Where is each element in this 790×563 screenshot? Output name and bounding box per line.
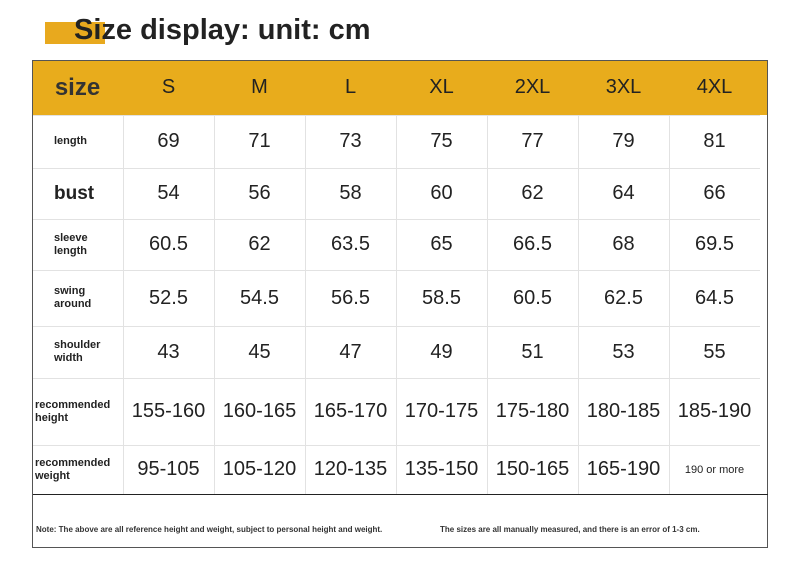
size-value: 66.5 (513, 233, 552, 255)
note-right: The sizes are all manually measured, and… (440, 525, 700, 534)
size-value: 62 (521, 182, 544, 204)
size-value: 170-175 (404, 400, 479, 422)
size-value: 49 (430, 340, 453, 363)
size-value: 175-180 (495, 400, 570, 422)
column-header: S (161, 76, 176, 98)
size-value: 62 (248, 233, 271, 255)
size-value: 63.5 (331, 233, 370, 255)
size-value: 135-150 (404, 458, 479, 480)
column-header: 2XL (514, 76, 551, 98)
size-value: 79 (612, 130, 635, 152)
column-divider (669, 115, 670, 494)
column-divider (396, 115, 397, 494)
header-background (33, 61, 767, 115)
note-left: Note: The above are all reference height… (36, 525, 383, 534)
size-value: 62.5 (604, 286, 643, 309)
size-value: 60.5 (513, 286, 552, 309)
size-value: 120-135 (313, 458, 388, 480)
column-divider (487, 115, 488, 494)
size-value: 43 (157, 340, 180, 363)
size-value: 47 (339, 340, 362, 363)
size-value: 95-105 (137, 458, 200, 480)
size-value: 56 (248, 182, 271, 204)
size-value: 75 (430, 130, 453, 152)
row-label: bust (54, 183, 95, 204)
size-value: 165-170 (313, 400, 388, 422)
size-value: 56.5 (331, 286, 370, 309)
row-label: sleeve length (54, 231, 88, 257)
column-divider (123, 115, 124, 494)
size-value: 185-190 (677, 400, 752, 422)
size-value: 60 (430, 182, 453, 204)
size-value: 160-165 (222, 400, 297, 422)
row-label: recommended weight (35, 456, 111, 482)
table-frame (32, 60, 768, 548)
column-divider (214, 115, 215, 494)
row-label: length (54, 135, 87, 147)
size-value: 54.5 (240, 286, 279, 309)
size-value: 69 (157, 130, 180, 152)
size-value: 105-120 (222, 458, 297, 480)
size-value: 54 (157, 182, 180, 204)
size-value: 81 (703, 130, 726, 152)
size-value: 65 (430, 233, 453, 255)
size-value: 68 (612, 233, 635, 255)
column-divider (578, 115, 579, 494)
title: Size display: unit: cm (74, 14, 371, 46)
column-divider (305, 115, 306, 494)
size-value: 155-160 (131, 400, 206, 422)
row-label: swing around (54, 285, 92, 310)
size-value: 60.5 (149, 233, 188, 255)
divider (33, 494, 768, 495)
title-accent (45, 22, 105, 44)
size-value: 52.5 (149, 286, 188, 309)
size-value: 190 or more (684, 463, 745, 476)
column-header: size (54, 73, 101, 101)
size-value: 58.5 (422, 286, 461, 309)
size-value: 58 (339, 182, 362, 204)
size-value: 180-185 (586, 400, 661, 422)
size-value: 55 (703, 340, 726, 363)
column-header: 3XL (605, 76, 642, 98)
column-header: L (344, 76, 357, 98)
size-value: 71 (248, 130, 271, 152)
size-value: 69.5 (695, 233, 734, 255)
row-label: shoulder width (54, 339, 101, 364)
size-value: 165-190 (586, 458, 661, 480)
size-value: 77 (521, 130, 544, 152)
size-value: 150-165 (495, 458, 570, 480)
row-label: recommended height (35, 398, 111, 424)
size-value: 73 (339, 130, 362, 152)
size-value: 66 (703, 182, 726, 204)
column-header: 4XL (696, 76, 733, 98)
column-header: XL (429, 76, 454, 98)
size-value: 45 (248, 340, 271, 363)
size-value: 64.5 (695, 286, 734, 309)
column-header: M (251, 76, 268, 98)
size-value: 53 (612, 340, 635, 363)
size-value: 51 (521, 340, 544, 363)
size-value: 64 (612, 182, 635, 204)
